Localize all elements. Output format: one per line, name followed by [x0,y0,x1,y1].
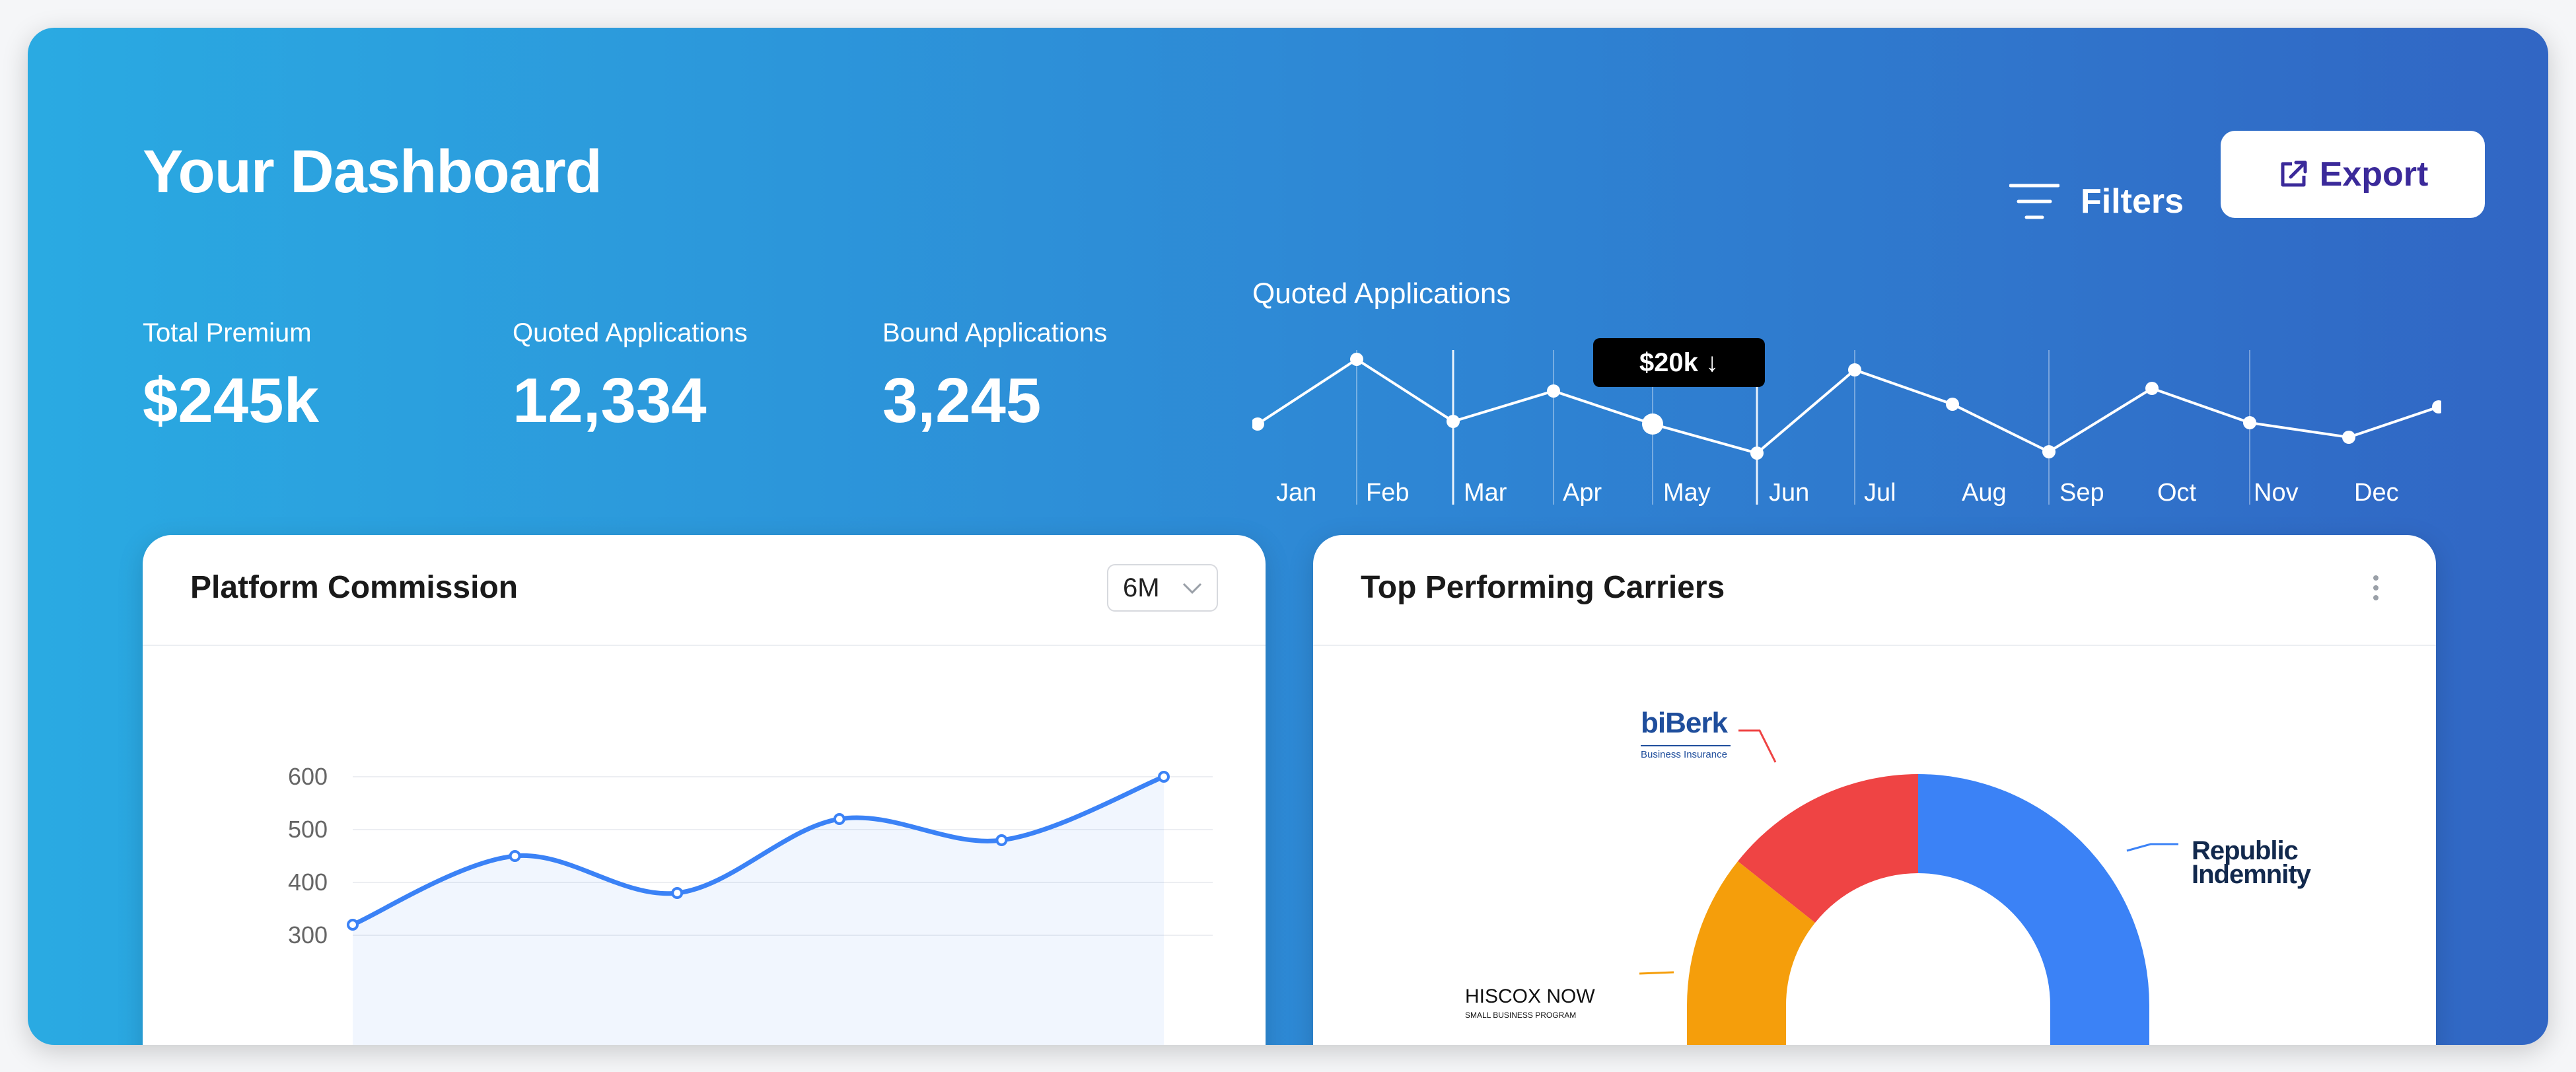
card-header: Platform Commission 6M [143,535,1266,646]
kebab-menu-icon[interactable] [2373,575,2379,601]
y-tick-label: 600 [288,763,328,790]
stat-quoted-label: Quoted Applications [513,318,748,347]
stat-quoted-value: 12,334 [513,365,707,436]
external-link-icon [2281,161,2307,187]
biberk-logo: biBerk Business Insurance [1641,707,1731,760]
line-area-fill [353,777,1164,1045]
month-label: Aug [1962,479,2007,507]
month-label: Oct [2157,479,2197,507]
month-label: Sep [2059,479,2104,507]
donut-slice-hiscox [1687,861,1815,1045]
month-label: Jan [1276,479,1316,507]
y-tick-label: 400 [288,869,328,896]
y-tick-label: 300 [288,921,328,948]
filter-icon [2009,184,2059,219]
leader-line-biberk [1738,729,1777,763]
stat-total-premium-value: $245k [143,365,319,436]
sparkline-tooltip: $20k ↓ [1593,338,1765,387]
card-header: Top Performing Carriers [1313,535,2436,646]
dashboard-frame: Your Dashboard Filters Export Total Prem… [28,28,2548,1045]
month-label: Feb [1366,479,1409,507]
export-button[interactable]: Export [2221,131,2485,218]
sparkline-title: Quoted Applications [1252,277,1511,310]
stat-bound-label: Bound Applications [882,318,1108,347]
chevron-down-icon [1182,583,1202,594]
data-point [833,813,845,825]
month-label: Dec [2354,479,2399,507]
stat-bound-value: 3,245 [882,365,1042,436]
logo-rule [1641,745,1731,746]
republic-indemnity-logo: Republic Indemnity [2192,836,2311,889]
filters-label: Filters [2081,182,2184,221]
donut-slice-republic [2050,1005,2149,1045]
sparkline-chart: Jan Feb Mar Apr May Jun Jul Aug Sep Oct … [1252,350,2441,507]
data-point [671,887,684,899]
month-label: Jul [1864,479,1896,507]
data-point [509,850,521,862]
card-title: Top Performing Carriers [1361,570,1725,605]
export-label: Export [2319,155,2429,194]
month-label: May [1663,479,1711,507]
data-point [1158,771,1170,783]
series-line [351,774,1165,927]
range-dropdown[interactable]: 6M [1107,564,1218,612]
carriers-donut-chart [1639,729,2178,1045]
stat-total-premium-label: Total Premium [143,318,312,347]
platform-commission-card: Platform Commission 6M 600 500 400 300 [143,535,1266,1045]
hiscox-now-logo: HISCOX NOW SMALL BUSINESS PROGRAM [1465,985,1595,1020]
month-label: Mar [1464,479,1507,507]
y-tick-label: 500 [288,816,328,843]
range-selected: 6M [1123,573,1160,602]
month-label: Nov [2254,479,2299,507]
filters-button[interactable]: Filters [2009,178,2184,225]
month-label: Apr [1563,479,1602,507]
data-point [995,834,1008,846]
card-title: Platform Commission [190,570,519,605]
leader-line-republic [2126,843,2178,852]
page-title: Your Dashboard [143,138,602,205]
donut-slice-biberk [1738,774,1918,923]
donut-slice-republic [1918,774,2149,1005]
top-carriers-card: Top Performing Carriers Republic Indemni… [1313,535,2436,1045]
data-point [347,919,359,931]
platform-commission-chart: 600 500 400 300 [288,763,1213,1045]
leader-line-hiscox [1639,971,1674,975]
month-label: Jun [1769,479,1809,507]
